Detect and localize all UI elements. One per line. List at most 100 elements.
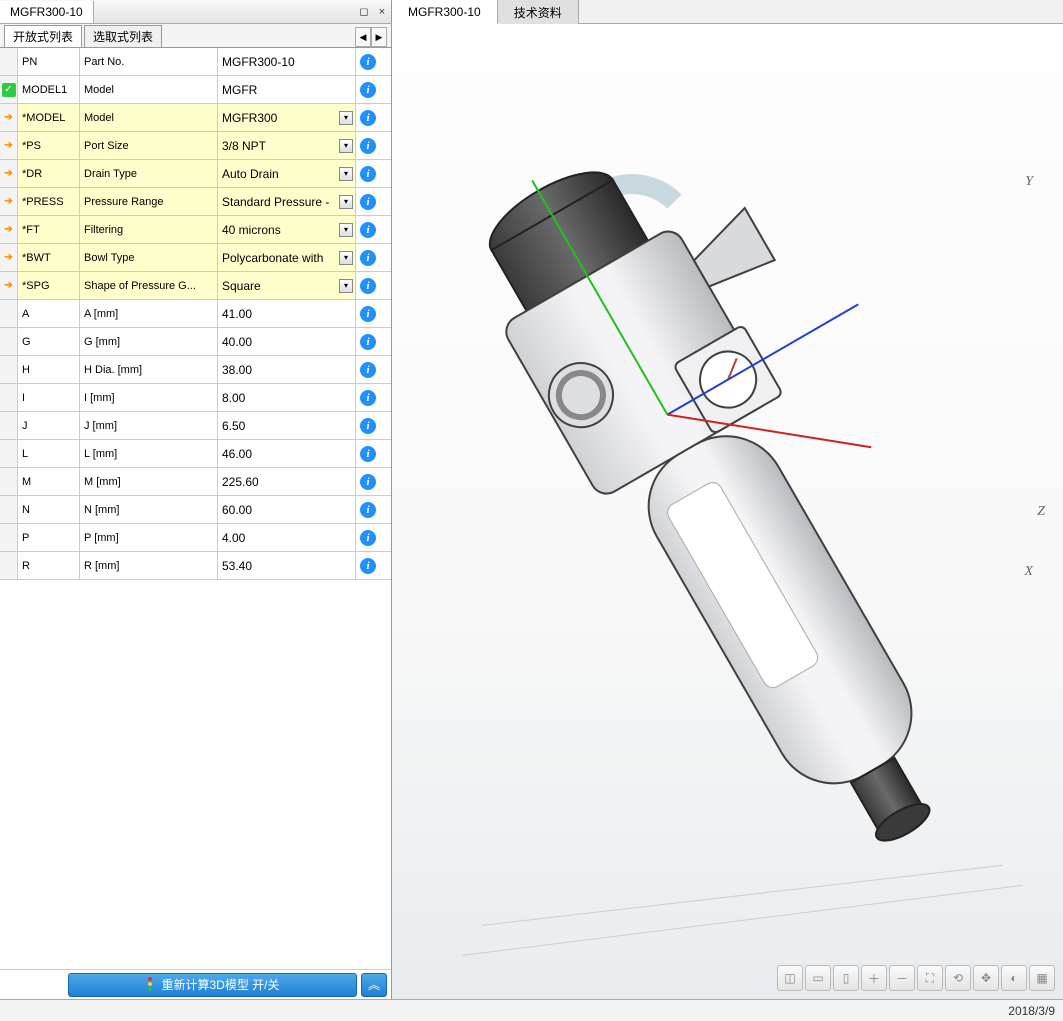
property-value: MGFR300-10 <box>218 48 356 75</box>
property-code: *BWT <box>18 244 80 271</box>
dropdown-icon[interactable]: ▾ <box>339 139 353 153</box>
info-button[interactable]: i <box>356 552 380 579</box>
property-value[interactable]: Square▾ <box>218 272 356 299</box>
info-button[interactable]: i <box>356 328 380 355</box>
info-button[interactable]: i <box>356 524 380 551</box>
row-status-icon: ➔ <box>0 104 18 131</box>
viewer-tabbar: MGFR300-10 技术资料 <box>392 0 1063 24</box>
property-code: N <box>18 496 80 523</box>
dropdown-icon[interactable]: ▾ <box>339 195 353 209</box>
panel-title-bar: MGFR300-10 ◻ × <box>0 0 391 24</box>
property-code: *FT <box>18 216 80 243</box>
zoom-in-icon[interactable]: ＋ <box>861 965 887 991</box>
info-icon: i <box>360 362 376 378</box>
property-description: G [mm] <box>80 328 218 355</box>
viewport-toolbar: ◫ ▭ ▯ ＋ － ⛶ ⟲ ✥ ◐ ▦ <box>777 965 1055 991</box>
info-icon: i <box>360 306 376 322</box>
info-button[interactable]: i <box>356 496 380 523</box>
property-value[interactable]: Polycarbonate with▾ <box>218 244 356 271</box>
zoom-fit-icon[interactable]: ⛶ <box>917 965 943 991</box>
pan-icon[interactable]: ✥ <box>973 965 999 991</box>
panel-restore-button[interactable]: ◻ <box>355 3 373 21</box>
property-value[interactable]: 3/8 NPT▾ <box>218 132 356 159</box>
info-button[interactable]: i <box>356 356 380 383</box>
info-button[interactable]: i <box>356 48 380 75</box>
info-button[interactable]: i <box>356 76 380 103</box>
shading-icon[interactable]: ◐ <box>1001 965 1027 991</box>
panel-title-tab[interactable]: MGFR300-10 <box>0 1 94 23</box>
panel-close-button[interactable]: × <box>373 3 391 21</box>
property-value: 38.00 <box>218 356 356 383</box>
info-button[interactable]: i <box>356 188 380 215</box>
row-status-icon: ➔ <box>0 272 18 299</box>
info-button[interactable]: i <box>356 300 380 327</box>
info-button[interactable]: i <box>356 468 380 495</box>
info-button[interactable]: i <box>356 412 380 439</box>
3d-model-render <box>442 104 1043 985</box>
subtab-nav-left[interactable]: ◀ <box>355 27 371 47</box>
property-description: Shape of Pressure G... <box>80 272 218 299</box>
subtab-nav-right[interactable]: ▶ <box>371 27 387 47</box>
info-button[interactable]: i <box>356 132 380 159</box>
info-icon: i <box>360 390 376 406</box>
info-button[interactable]: i <box>356 440 380 467</box>
property-value[interactable]: MGFR300▾ <box>218 104 356 131</box>
info-button[interactable]: i <box>356 384 380 411</box>
property-code: J <box>18 412 80 439</box>
viewer-tab-model[interactable]: MGFR300-10 <box>392 0 498 24</box>
subtab-select-list[interactable]: 选取式列表 <box>84 25 162 47</box>
property-row: GG [mm]40.00i <box>0 328 391 356</box>
row-status-icon: ➔ <box>0 216 18 243</box>
info-icon: i <box>360 110 376 126</box>
subtab-open-list[interactable]: 开放式列表 <box>4 25 82 47</box>
row-status-icon <box>0 440 18 467</box>
property-description: Drain Type <box>80 160 218 187</box>
property-code: *SPG <box>18 272 80 299</box>
view-front-icon[interactable]: ▭ <box>805 965 831 991</box>
info-button[interactable]: i <box>356 216 380 243</box>
property-value: 46.00 <box>218 440 356 467</box>
zoom-out-icon[interactable]: － <box>889 965 915 991</box>
info-icon: i <box>360 530 376 546</box>
info-button[interactable]: i <box>356 272 380 299</box>
info-icon: i <box>360 54 376 70</box>
property-value: MGFR <box>218 76 356 103</box>
property-value[interactable]: Auto Drain▾ <box>218 160 356 187</box>
property-row: RR [mm]53.40i <box>0 552 391 580</box>
info-icon: i <box>360 194 376 210</box>
property-value[interactable]: Standard Pressure -▾ <box>218 188 356 215</box>
info-button[interactable]: i <box>356 160 380 187</box>
rotate-icon[interactable]: ⟲ <box>945 965 971 991</box>
dropdown-icon[interactable]: ▾ <box>339 111 353 125</box>
row-status-icon <box>0 356 18 383</box>
status-date: 2018/3/9 <box>1008 1004 1055 1018</box>
view-side-icon[interactable]: ▯ <box>833 965 859 991</box>
view-iso-icon[interactable]: ◫ <box>777 965 803 991</box>
property-description: M [mm] <box>80 468 218 495</box>
3d-viewport[interactable]: 财臻 CAIZHEN Automation <box>392 24 1063 999</box>
wireframe-icon[interactable]: ▦ <box>1029 965 1055 991</box>
expand-up-button[interactable]: ︽ <box>361 973 387 997</box>
dropdown-icon[interactable]: ▾ <box>339 251 353 265</box>
property-row: II [mm]8.00i <box>0 384 391 412</box>
property-code: *DR <box>18 160 80 187</box>
property-row: ➔*DRDrain TypeAuto Drain▾i <box>0 160 391 188</box>
recalc-label: 重新计算3D模型 开/关 <box>161 976 279 993</box>
dropdown-icon[interactable]: ▾ <box>339 167 353 181</box>
dropdown-icon[interactable]: ▾ <box>339 223 353 237</box>
property-code: M <box>18 468 80 495</box>
recalc-3d-button[interactable]: 重新计算3D模型 开/关 <box>68 973 357 997</box>
property-value: 4.00 <box>218 524 356 551</box>
info-icon: i <box>360 278 376 294</box>
info-button[interactable]: i <box>356 244 380 271</box>
property-value[interactable]: 40 microns▾ <box>218 216 356 243</box>
viewer-tab-techdata[interactable]: 技术资料 <box>498 0 579 24</box>
info-button[interactable]: i <box>356 104 380 131</box>
row-status-icon: ➔ <box>0 244 18 271</box>
property-row: ✓MODEL1ModelMGFRi <box>0 76 391 104</box>
dropdown-icon[interactable]: ▾ <box>339 279 353 293</box>
viewer-area: MGFR300-10 技术资料 财臻 CAIZHEN Automation <box>392 0 1063 999</box>
row-status-icon: ✓ <box>0 76 18 103</box>
property-code: A <box>18 300 80 327</box>
row-status-icon: ➔ <box>0 132 18 159</box>
